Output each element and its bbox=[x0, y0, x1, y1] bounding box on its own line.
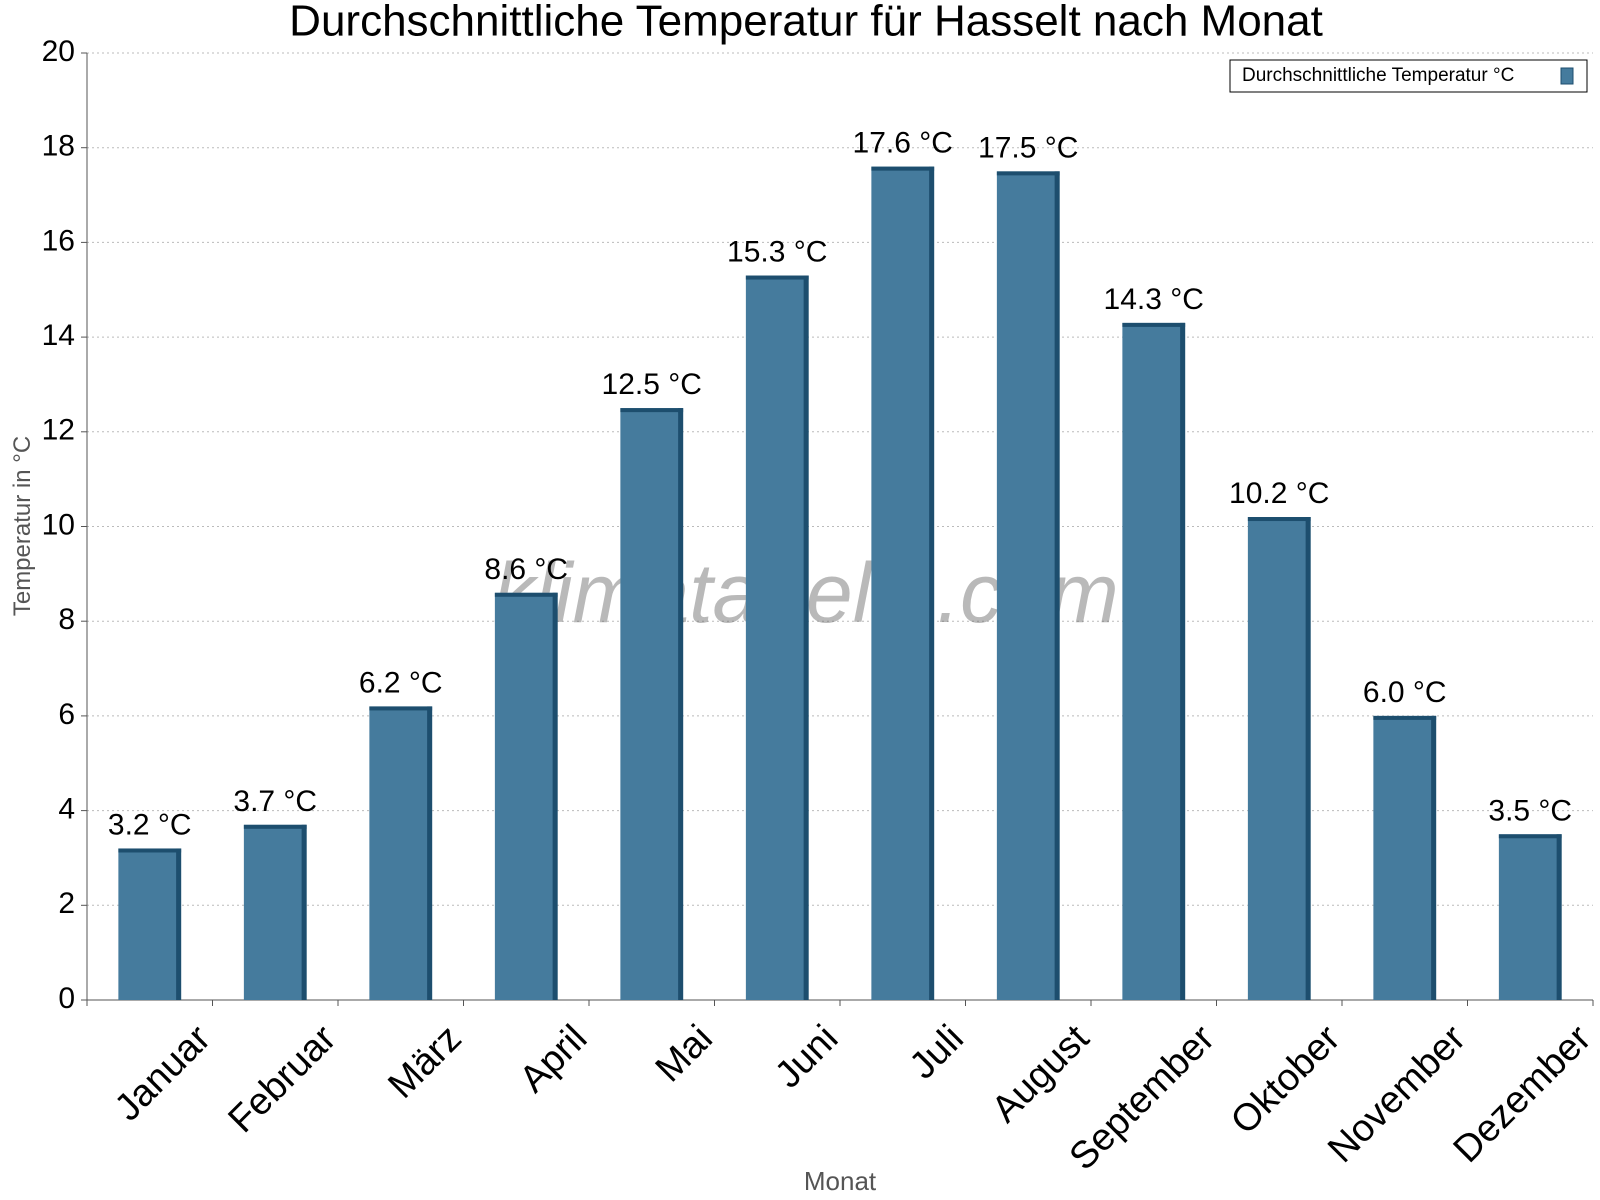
bar-top bbox=[1122, 322, 1186, 327]
data-label: 3.2 °C bbox=[108, 808, 192, 841]
data-label: 12.5 °C bbox=[602, 368, 702, 401]
bar bbox=[369, 706, 433, 1000]
data-label: 3.7 °C bbox=[233, 785, 317, 818]
data-label: 3.5 °C bbox=[1488, 794, 1572, 827]
bar-side bbox=[301, 824, 307, 1000]
y-tick-label: 10 bbox=[42, 508, 75, 541]
bar bbox=[745, 275, 809, 1000]
y-tick-label: 8 bbox=[58, 603, 75, 636]
bar-top bbox=[996, 171, 1060, 176]
x-tick-label: Januar bbox=[107, 1017, 219, 1129]
bar-top bbox=[1247, 517, 1311, 522]
bar-side bbox=[1556, 834, 1562, 1000]
bar bbox=[1247, 517, 1311, 1000]
x-axis-label: Monat bbox=[804, 1166, 877, 1196]
y-tick-label: 4 bbox=[58, 793, 75, 826]
bar-top bbox=[745, 275, 809, 280]
bar bbox=[1373, 715, 1437, 1000]
bar-side bbox=[1180, 322, 1186, 1000]
data-label: 8.6 °C bbox=[484, 553, 568, 586]
x-tick-label: Oktober bbox=[1223, 1017, 1349, 1143]
y-axis-label: Temperatur in °C bbox=[9, 436, 36, 616]
y-tick-label: 6 bbox=[58, 698, 75, 731]
bar-top bbox=[118, 848, 182, 853]
bar-side bbox=[1054, 171, 1060, 1000]
bar-top bbox=[620, 408, 684, 413]
x-tick-label: Dezember bbox=[1446, 1017, 1600, 1171]
y-tick-label: 0 bbox=[58, 982, 75, 1015]
data-label: 6.0 °C bbox=[1363, 676, 1447, 709]
bar-side bbox=[929, 166, 935, 1000]
bar bbox=[996, 171, 1060, 1000]
x-tick-label: August bbox=[984, 1017, 1098, 1131]
bar-side bbox=[427, 706, 433, 1000]
data-label: 17.5 °C bbox=[978, 131, 1078, 164]
y-tick-label: 18 bbox=[42, 130, 75, 163]
x-tick-label: Mai bbox=[648, 1017, 721, 1090]
x-tick-label: Juli bbox=[902, 1017, 972, 1087]
y-tick-label: 12 bbox=[42, 414, 75, 447]
data-label: 6.2 °C bbox=[359, 666, 443, 699]
legend-swatch bbox=[1560, 67, 1574, 85]
bar bbox=[118, 848, 182, 1000]
bar-side bbox=[1431, 715, 1437, 1000]
y-tick-label: 14 bbox=[42, 319, 75, 352]
data-label: 14.3 °C bbox=[1104, 283, 1204, 316]
data-label: 15.3 °C bbox=[727, 236, 827, 269]
legend-box bbox=[1229, 59, 1588, 93]
y-tick-label: 16 bbox=[42, 224, 75, 257]
bar-side bbox=[678, 408, 684, 1000]
bar-top bbox=[369, 706, 433, 711]
bar-side bbox=[176, 848, 182, 1000]
bar-top bbox=[494, 592, 558, 597]
bar-top bbox=[243, 824, 307, 829]
bar-top bbox=[1373, 715, 1437, 720]
x-tick-label: März bbox=[380, 1017, 469, 1106]
bar-top bbox=[871, 166, 935, 171]
bar-side bbox=[552, 592, 558, 1000]
data-label: 17.6 °C bbox=[853, 127, 953, 160]
bar bbox=[243, 824, 307, 1000]
chart-title: Durchschnittliche Temperatur für Hasselt… bbox=[289, 0, 1323, 46]
bar-top bbox=[1498, 834, 1562, 839]
x-tick-label: Februar bbox=[220, 1017, 344, 1141]
bar-side bbox=[803, 275, 809, 1000]
x-tick-label: Juni bbox=[767, 1017, 846, 1096]
bar bbox=[1122, 322, 1186, 1000]
bar bbox=[871, 166, 935, 1000]
bar bbox=[494, 592, 558, 1000]
y-tick-label: 2 bbox=[58, 887, 75, 920]
x-tick-label: April bbox=[512, 1017, 595, 1100]
bar-side bbox=[1305, 517, 1311, 1000]
bar bbox=[620, 408, 684, 1000]
y-tick-label: 20 bbox=[42, 35, 75, 68]
bar bbox=[1498, 834, 1562, 1000]
legend-label: Durchschnittliche Temperatur °C bbox=[1242, 65, 1514, 86]
data-label: 10.2 °C bbox=[1229, 477, 1329, 510]
